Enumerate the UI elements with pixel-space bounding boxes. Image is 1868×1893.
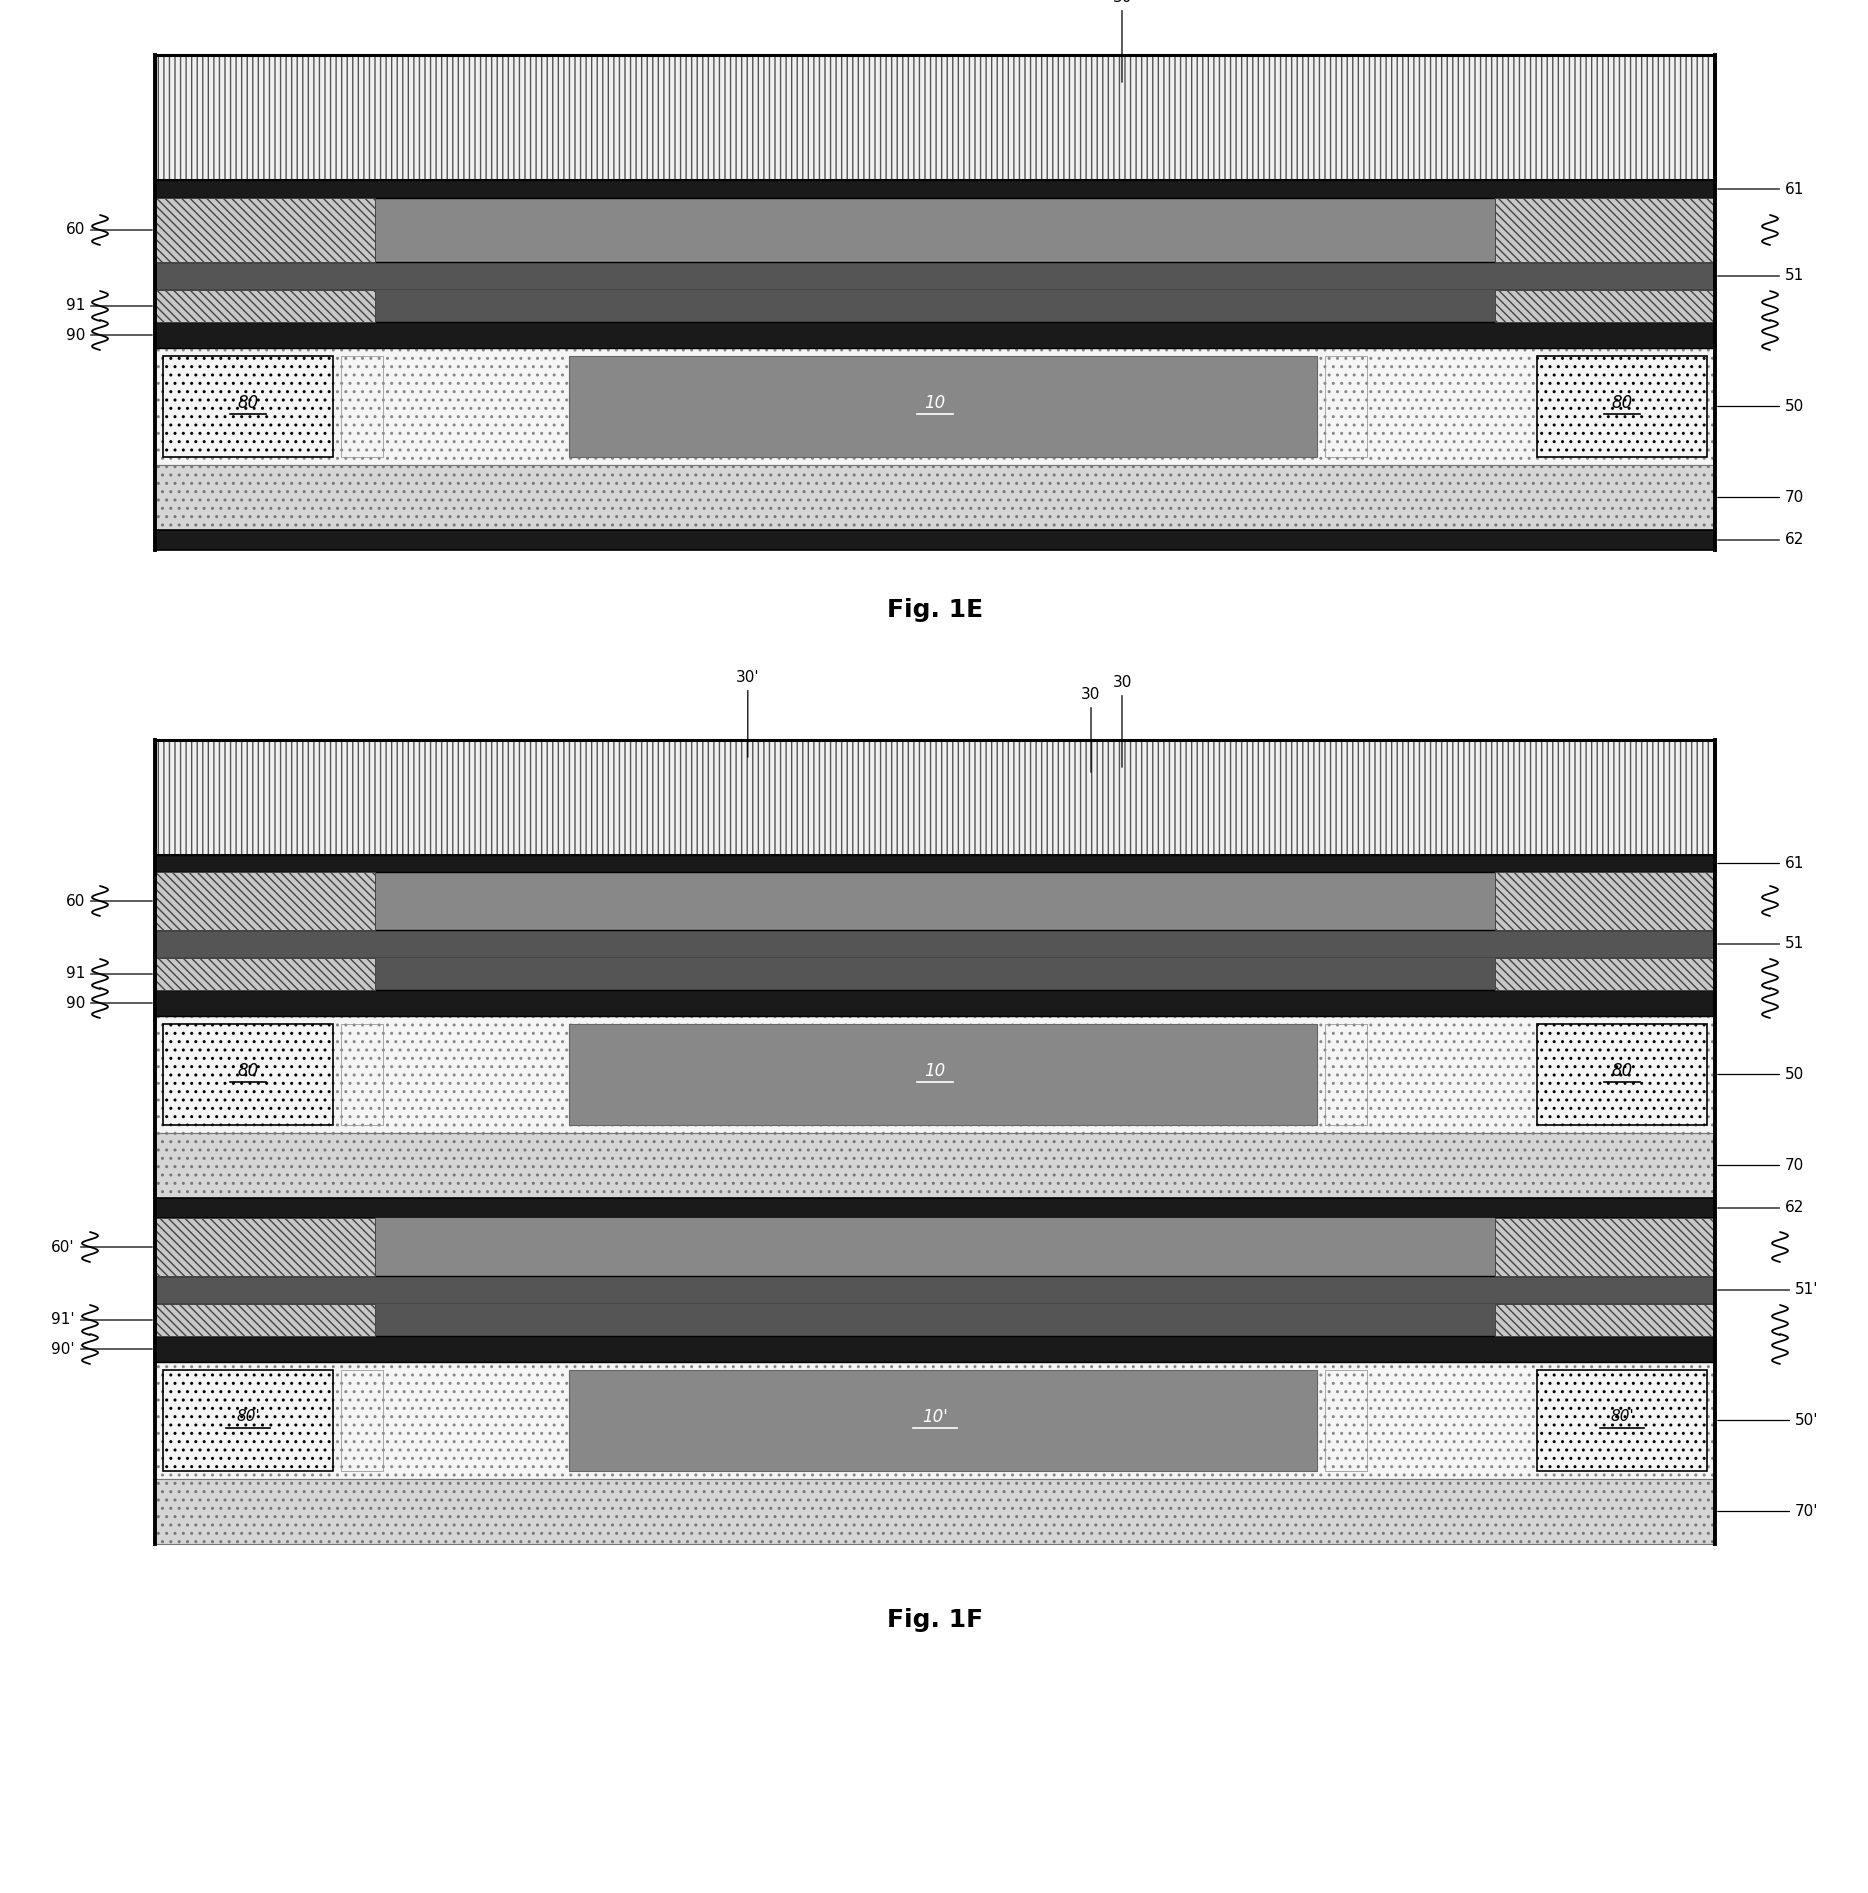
Text: 61: 61 [1719, 856, 1804, 871]
Bar [155, 322, 1715, 348]
Text: 30: 30 [1082, 687, 1100, 772]
Bar [155, 1276, 1715, 1304]
Bar [375, 873, 1494, 929]
Text: 70': 70' [1719, 1505, 1819, 1518]
Text: 80: 80 [1612, 394, 1633, 411]
Bar [155, 348, 1715, 466]
Bar [155, 55, 1715, 180]
Text: 91: 91 [65, 967, 151, 981]
Bar [1494, 958, 1715, 990]
Text: 10': 10' [923, 1408, 947, 1425]
Text: 90': 90' [52, 1342, 151, 1357]
Text: 80: 80 [237, 394, 258, 411]
Text: 50: 50 [1719, 399, 1804, 415]
Bar [155, 990, 1715, 1017]
Text: 61: 61 [1719, 182, 1804, 197]
Bar [155, 856, 1715, 873]
Text: 80: 80 [237, 1062, 258, 1079]
Text: 80': 80' [1610, 1408, 1634, 1424]
Bar [155, 1361, 1715, 1478]
Bar [570, 1371, 1317, 1471]
Bar [375, 1304, 1494, 1336]
Bar [155, 1017, 1715, 1134]
Bar [1324, 1024, 1367, 1124]
Bar [1494, 199, 1715, 261]
Text: 30: 30 [1111, 0, 1132, 81]
Text: 90: 90 [65, 327, 151, 343]
Text: 10: 10 [925, 1062, 945, 1079]
Bar [1537, 1024, 1707, 1124]
Text: 51': 51' [1719, 1282, 1819, 1297]
Text: Fig. 1F: Fig. 1F [887, 1607, 983, 1632]
Text: 62: 62 [1719, 532, 1804, 547]
Bar [163, 356, 333, 456]
Bar [155, 261, 1715, 290]
Bar [155, 55, 1715, 180]
Bar [163, 1371, 333, 1471]
Bar [155, 1478, 1715, 1545]
Bar [1324, 1371, 1367, 1471]
Text: 70: 70 [1719, 490, 1804, 505]
Text: 91': 91' [52, 1312, 151, 1327]
Bar [155, 1336, 1715, 1361]
Text: 30': 30' [736, 670, 760, 757]
Bar [1494, 1217, 1715, 1276]
Bar [1494, 290, 1715, 322]
Bar [1537, 1371, 1707, 1471]
Bar [342, 1024, 383, 1124]
Bar [570, 356, 1317, 456]
Text: 50: 50 [1719, 1068, 1804, 1083]
Text: 91: 91 [65, 299, 151, 314]
Text: 51: 51 [1719, 937, 1804, 952]
Bar [155, 530, 1715, 551]
Text: Fig. 1E: Fig. 1E [887, 598, 983, 623]
Bar [342, 356, 383, 456]
Bar [155, 1304, 375, 1336]
Text: 80: 80 [1612, 1062, 1633, 1079]
Bar [375, 290, 1494, 322]
Bar [570, 1024, 1317, 1124]
Text: 50': 50' [1719, 1412, 1819, 1427]
Text: 51: 51 [1719, 269, 1804, 284]
Bar [1537, 356, 1707, 456]
Bar [155, 466, 1715, 530]
Text: 80': 80' [235, 1408, 260, 1424]
Bar [155, 929, 1715, 958]
Text: 90: 90 [65, 996, 151, 1011]
Bar [163, 1024, 333, 1124]
Bar [155, 1134, 1715, 1198]
Bar [375, 958, 1494, 990]
Bar [375, 1217, 1494, 1276]
Bar [375, 199, 1494, 261]
Bar [155, 180, 1715, 199]
Bar [155, 873, 375, 929]
Bar [342, 1371, 383, 1471]
Bar [155, 740, 1715, 856]
Text: 70: 70 [1719, 1159, 1804, 1174]
Bar [155, 199, 375, 261]
Bar [155, 740, 1715, 856]
Text: 60: 60 [65, 893, 151, 909]
Text: 62: 62 [1719, 1200, 1804, 1215]
Text: 30: 30 [1111, 676, 1132, 767]
Text: 10: 10 [925, 394, 945, 411]
Bar [1494, 873, 1715, 929]
Bar [1324, 356, 1367, 456]
Text: 60: 60 [65, 223, 151, 237]
Bar [155, 1217, 375, 1276]
Text: 60': 60' [52, 1240, 151, 1255]
Bar [155, 1198, 1715, 1217]
Bar [155, 290, 375, 322]
Bar [1494, 1304, 1715, 1336]
Bar [155, 958, 375, 990]
